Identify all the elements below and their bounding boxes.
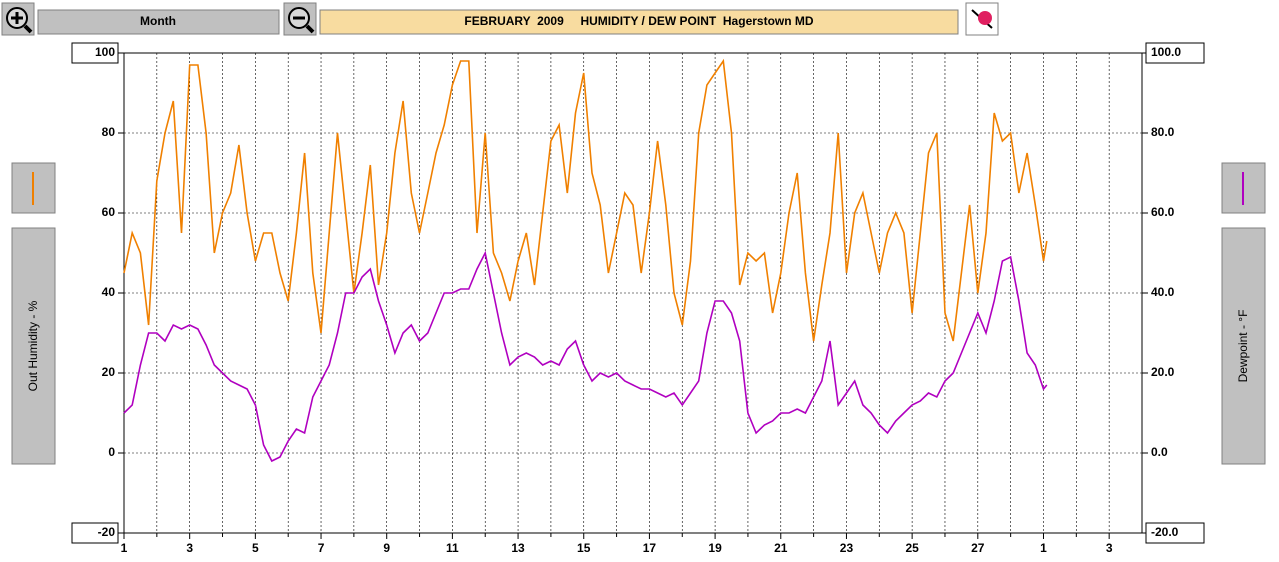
series-line — [123, 58, 1048, 342]
x-tick-label: 25 — [905, 541, 919, 555]
series-line — [123, 250, 1048, 463]
plot-frame — [123, 52, 1143, 534]
y-tick-label: 0 — [108, 445, 115, 459]
y2-axis-label: Dewpoint - °F — [1236, 310, 1250, 383]
x-tick-label: 21 — [774, 541, 788, 555]
x-tick-label: 9 — [383, 541, 390, 555]
x-tick-label: 3 — [186, 541, 193, 555]
y-tick-label: 80 — [102, 125, 116, 139]
y2-tick-box — [1145, 522, 1205, 544]
zoom-in[interactable] — [1, 2, 35, 36]
y-tick-label: 100 — [95, 45, 115, 59]
period-button[interactable]: Month — [37, 9, 280, 35]
y-tick-label: 40 — [102, 285, 116, 299]
y-axis-label: Out Humidity - % — [26, 300, 40, 391]
y-tick-label: -20 — [98, 525, 116, 539]
y-tick-label: 20 — [102, 365, 116, 379]
x-tick-label: 13 — [511, 541, 525, 555]
x-tick-label: 5 — [252, 541, 259, 555]
y-tick-box — [71, 42, 119, 64]
x-tick-label: 1 — [121, 541, 128, 555]
zoom-out[interactable] — [283, 2, 317, 36]
x-tick-label: 3 — [1106, 541, 1113, 555]
dewpoint-swatch[interactable] — [1221, 162, 1266, 214]
x-tick-label: 27 — [971, 541, 985, 555]
title-box — [319, 9, 959, 35]
y-tick-label: 60 — [102, 205, 116, 219]
dewpoint-axis-button[interactable]: Dewpoint - °F — [1221, 227, 1266, 465]
x-tick-label: 7 — [318, 541, 325, 555]
y2-tick-label: 60.0 — [1151, 205, 1175, 219]
humidity-swatch[interactable] — [11, 162, 56, 214]
x-tick-label: 19 — [708, 541, 722, 555]
y-tick-box — [71, 522, 119, 544]
x-tick-label: 15 — [577, 541, 591, 555]
y2-tick-label: 80.0 — [1151, 125, 1175, 139]
y2-tick-box — [1145, 42, 1205, 64]
x-tick-label: 23 — [840, 541, 854, 555]
humidity-axis-button[interactable]: Out Humidity - % — [11, 227, 56, 465]
y2-tick-label: -20.0 — [1151, 525, 1179, 539]
x-tick-label: 17 — [643, 541, 657, 555]
y2-tick-label: 0.0 — [1151, 445, 1168, 459]
y2-tick-label: 20.0 — [1151, 365, 1175, 379]
print-icon[interactable] — [965, 2, 999, 36]
y2-tick-label: 100.0 — [1151, 45, 1181, 59]
x-tick-label: 11 — [446, 541, 459, 555]
x-tick-label: 1 — [1040, 541, 1047, 555]
chart-title: FEBRUARY 2009 HUMIDITY / DEW POINT Hager… — [464, 14, 813, 28]
period-label: Month — [140, 14, 176, 28]
y2-tick-label: 40.0 — [1151, 285, 1175, 299]
